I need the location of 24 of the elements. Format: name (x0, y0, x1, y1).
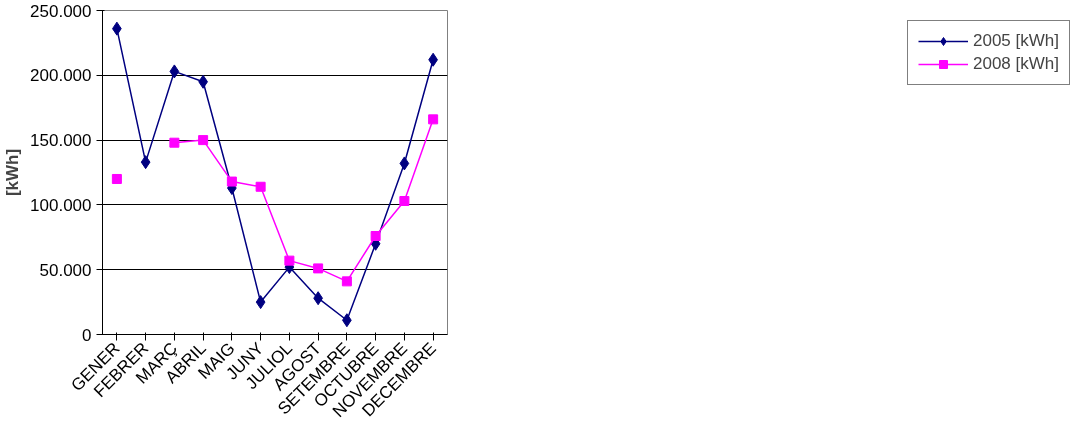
y-tick-label: 250.000 (30, 1, 92, 21)
y-axis-title: [kWh] (3, 148, 23, 197)
point (399, 196, 410, 207)
legend-label: 2005 [kWh] (973, 31, 1059, 51)
point (111, 173, 122, 184)
point (399, 156, 410, 171)
point (284, 255, 295, 266)
point (169, 64, 180, 79)
y-tick-label: 100.000 (30, 195, 92, 215)
point (226, 176, 237, 187)
y-tick-label: 50.000 (39, 260, 92, 280)
point (169, 137, 180, 148)
point (198, 135, 209, 146)
point (370, 231, 381, 241)
point (140, 155, 151, 170)
point (313, 263, 324, 274)
point (428, 114, 439, 125)
point (255, 181, 266, 192)
legend-label: 2008 [kWh] (973, 54, 1059, 74)
y-tick-label: 0 (82, 325, 92, 345)
point (255, 295, 266, 310)
y-tick-label: 150.000 (30, 131, 92, 151)
y-tick-label: 200.000 (30, 66, 92, 86)
point (341, 276, 352, 287)
